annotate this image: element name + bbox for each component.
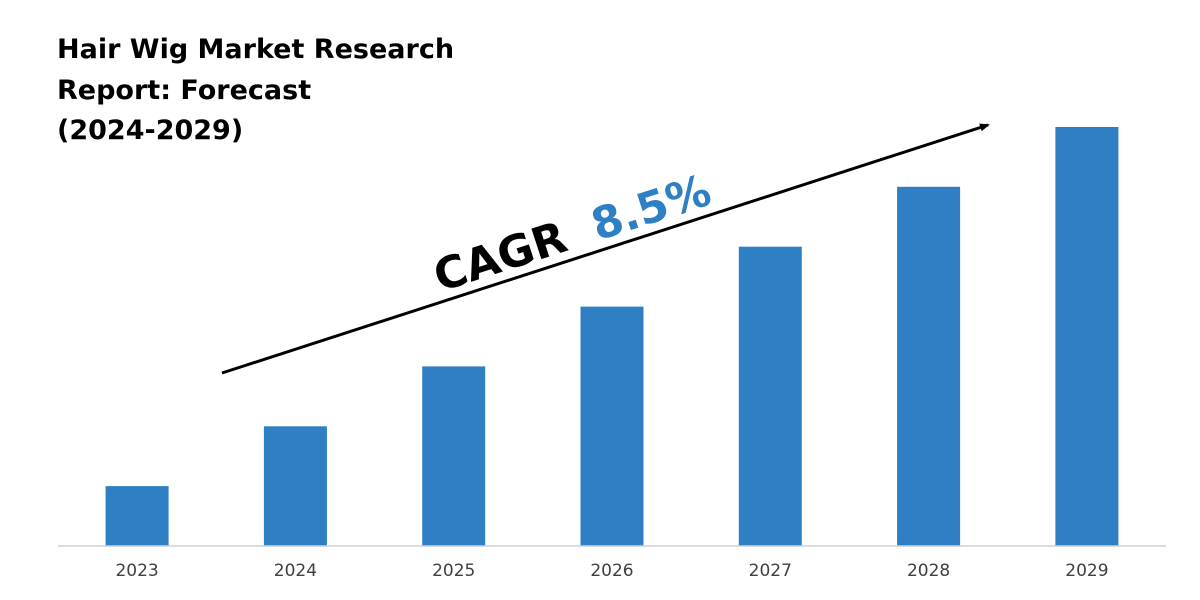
bar-2028 [897,186,961,547]
cagr-annotation: CAGR 8.5% [428,165,717,302]
bar-2023 [105,486,169,546]
bar-2025 [422,366,486,546]
growth-arrow [221,123,990,375]
x-tick-label-2027: 2027 [749,561,792,581]
bar-2026 [580,306,644,546]
bar-2024 [263,426,327,546]
cagr-label: CAGR [428,212,573,303]
bar-2029 [1055,127,1119,546]
x-tick-label-2025: 2025 [432,561,475,581]
x-tick-label-2029: 2029 [1065,561,1108,581]
x-tick-label-2024: 2024 [274,561,317,581]
chart-title-line-2: Report: Forecast [57,75,311,106]
chart-title: Hair Wig Market Research Report: Forecas… [57,34,463,146]
x-tick-label-2023: 2023 [115,561,158,581]
x-tick-label-2028: 2028 [907,561,950,581]
bar-2027 [738,246,802,546]
chart-title-line-1: Hair Wig Market Research [57,34,454,65]
chart-title-line-3: (2024-2029) [57,115,243,146]
x-tick-labels: 2023 2024 2025 2026 2027 2028 2029 [115,561,1108,581]
cagr-value: 8.5% [585,165,717,251]
bars-group [105,127,1119,547]
x-tick-label-2026: 2026 [590,561,633,581]
